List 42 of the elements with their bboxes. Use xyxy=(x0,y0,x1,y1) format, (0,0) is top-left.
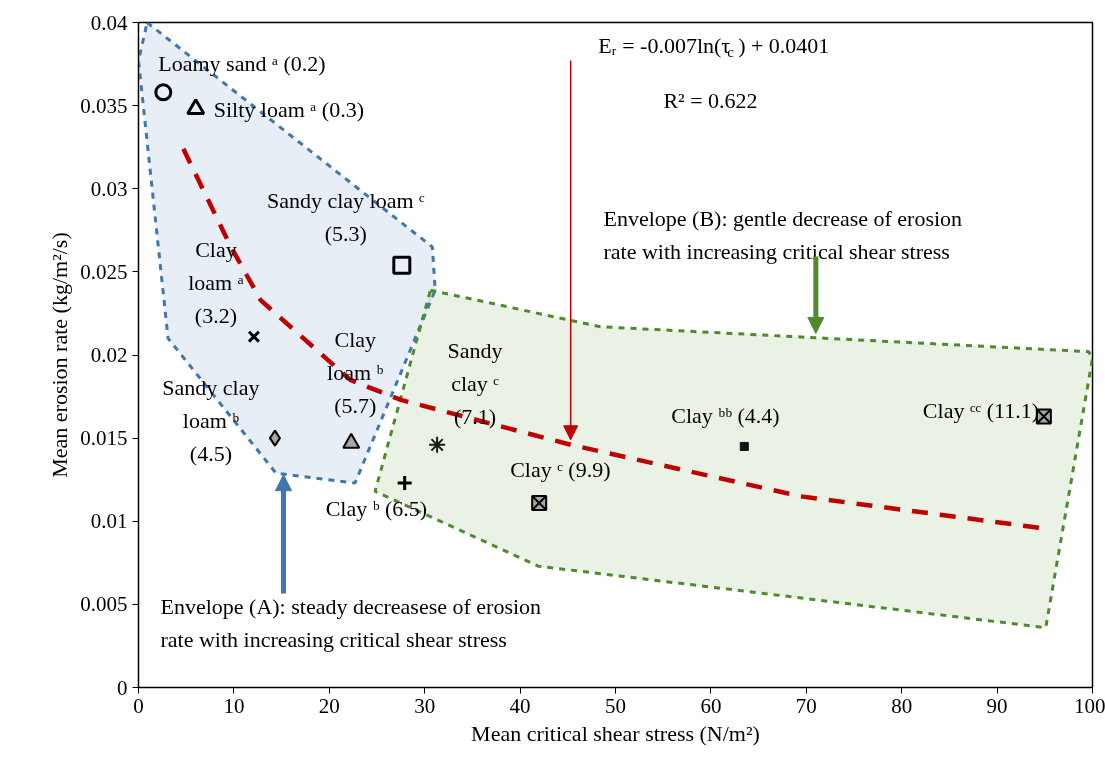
y-tick-label: 0.035 xyxy=(80,93,128,118)
annotation: R² = 0.622 xyxy=(663,88,758,113)
y-tick-label: 0.005 xyxy=(80,592,128,617)
annotation: Sandy clay loam ᶜ (5.3) xyxy=(266,188,426,247)
x-tick-label: 80 xyxy=(891,693,913,718)
annotation: Silty loam ᵃ (0.3) xyxy=(213,97,364,123)
y-tick-label: 0.025 xyxy=(80,259,128,284)
x-axis-title: Mean critical shear stress (N/m²) xyxy=(471,720,760,746)
annotation: Clay loam ᵇ (5.7) xyxy=(327,326,384,418)
y-tick-label: 0.02 xyxy=(90,343,128,367)
x-tick-label: 30 xyxy=(414,693,436,718)
x-tick-label: 90 xyxy=(986,693,1008,718)
y-tick-label: 0.01 xyxy=(90,509,128,534)
annotation: Sandy clay loam ᵇ (4.5) xyxy=(162,374,260,466)
y-tick-label: 0.04 xyxy=(90,10,128,35)
point xyxy=(392,255,412,275)
x-tick-label: 100 xyxy=(1074,693,1105,718)
point xyxy=(247,330,261,344)
annotation: Clay ᵇ (6.5) xyxy=(325,495,428,521)
point xyxy=(739,441,749,451)
x-tick-label: 50 xyxy=(605,693,626,718)
point xyxy=(428,435,447,454)
y-tick-label: 0 xyxy=(117,675,128,700)
point xyxy=(268,429,281,447)
x-tick-label: 0 xyxy=(133,693,144,718)
annotation: Clay ᵇᵇ (4.4) xyxy=(671,402,780,428)
annotation: Envelope (B): gentle decrease of erosion rate with increasing critical shear stress xyxy=(603,205,963,264)
point xyxy=(396,474,414,492)
point xyxy=(154,83,173,102)
annotation: Clay ᶜ (9.9) xyxy=(510,457,611,483)
y-tick-label: 0.03 xyxy=(90,176,128,201)
x-tick-label: 60 xyxy=(700,693,722,718)
x-tick-label: 70 xyxy=(795,693,817,718)
annotation: Clay loam ᵃ (3.2) xyxy=(188,237,244,329)
x-tick-label: 20 xyxy=(318,693,340,718)
y-axis-title: Mean erosion rate (kg/m²/s) xyxy=(47,232,73,478)
x-tick-label: 10 xyxy=(223,693,245,718)
annotation: Loamy sand ᵃ (0.2) xyxy=(158,50,326,76)
point xyxy=(186,98,206,116)
y-tick-label: 0.015 xyxy=(80,426,128,451)
annotation: Envelope (A): steady decreasese of erosion rate with increasing critical shear stress xyxy=(160,593,542,652)
x-tick-label: 40 xyxy=(509,693,531,718)
